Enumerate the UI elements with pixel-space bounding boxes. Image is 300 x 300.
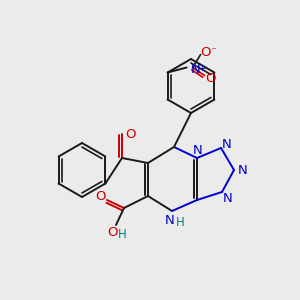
Text: O: O <box>200 46 211 59</box>
Text: H: H <box>176 215 184 229</box>
Text: H: H <box>118 227 126 241</box>
Text: N: N <box>223 191 233 205</box>
Text: N: N <box>193 145 203 158</box>
Text: ⁻: ⁻ <box>211 46 217 56</box>
Text: N: N <box>165 214 175 226</box>
Text: O: O <box>95 190 105 203</box>
Text: N: N <box>191 63 200 76</box>
Text: O: O <box>206 72 216 85</box>
Text: O: O <box>125 128 135 142</box>
Text: N: N <box>238 164 248 178</box>
Text: N: N <box>222 137 232 151</box>
Text: +: + <box>198 64 206 73</box>
Text: O: O <box>107 226 117 238</box>
